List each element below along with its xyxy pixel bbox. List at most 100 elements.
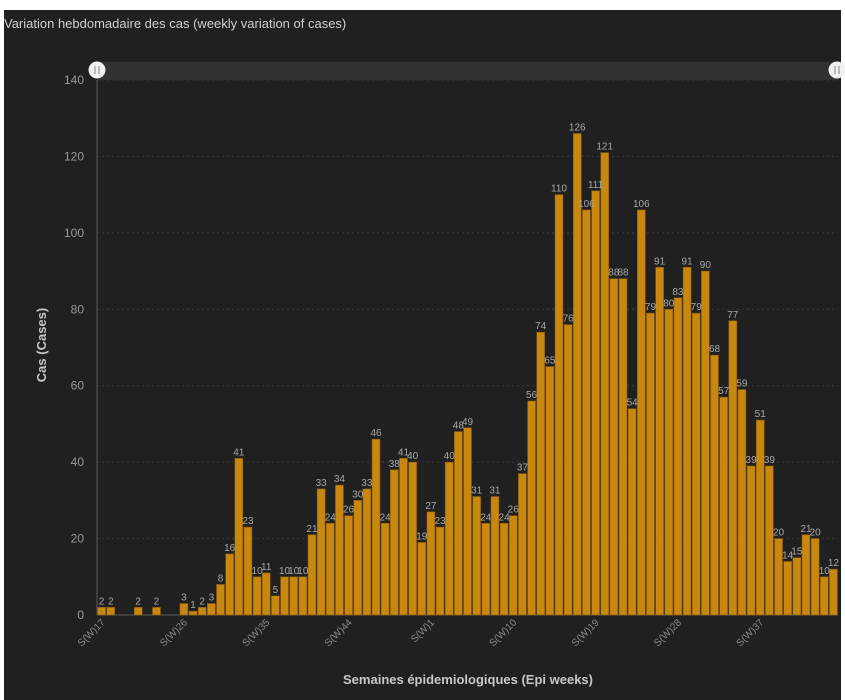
data-label: 10 bbox=[279, 566, 291, 577]
bar bbox=[755, 419, 765, 616]
data-label: 2 bbox=[99, 596, 105, 607]
data-label: 30 bbox=[352, 489, 364, 500]
data-label: 39 bbox=[764, 455, 776, 466]
data-label: 106 bbox=[578, 199, 595, 210]
data-label: 10 bbox=[819, 566, 831, 577]
bar bbox=[234, 458, 244, 616]
bar bbox=[499, 522, 509, 616]
range-slider-track[interactable] bbox=[97, 62, 839, 80]
bar bbox=[783, 561, 792, 616]
data-label: 2 bbox=[108, 596, 114, 607]
bar bbox=[820, 576, 829, 616]
data-label: 54 bbox=[627, 398, 639, 409]
bar bbox=[472, 496, 481, 616]
y-tick-label: 100 bbox=[64, 226, 84, 240]
data-label: 46 bbox=[370, 428, 382, 439]
data-label: 5 bbox=[273, 585, 279, 596]
range-slider-left-handle[interactable] bbox=[88, 61, 106, 79]
bar bbox=[792, 557, 802, 616]
data-label: 38 bbox=[389, 459, 401, 470]
bar bbox=[380, 522, 390, 616]
data-label: 49 bbox=[462, 417, 474, 428]
data-label: 65 bbox=[544, 356, 556, 367]
data-label: 74 bbox=[535, 321, 547, 332]
data-label: 21 bbox=[800, 524, 812, 535]
y-tick-label: 40 bbox=[71, 455, 85, 469]
data-label: 56 bbox=[526, 390, 538, 401]
data-label: 111 bbox=[588, 180, 604, 191]
data-label: 91 bbox=[681, 256, 693, 267]
data-label: 20 bbox=[773, 528, 785, 539]
y-tick-label: 0 bbox=[77, 608, 84, 622]
bar bbox=[719, 396, 728, 616]
data-label: 21 bbox=[306, 524, 318, 535]
bar bbox=[655, 266, 664, 616]
data-label: 121 bbox=[596, 142, 613, 153]
data-label: 10 bbox=[297, 566, 309, 577]
bar bbox=[197, 607, 207, 616]
bar bbox=[133, 607, 143, 616]
data-label: 126 bbox=[569, 123, 586, 134]
bar bbox=[582, 209, 591, 616]
bar bbox=[728, 320, 738, 616]
data-label: 33 bbox=[361, 478, 373, 489]
y-axis-title: Cas (Cases) bbox=[34, 308, 49, 382]
bar bbox=[810, 538, 820, 616]
data-label: 3 bbox=[181, 593, 187, 604]
bar bbox=[426, 511, 436, 616]
data-label: 23 bbox=[434, 516, 446, 527]
data-label: 3 bbox=[209, 593, 215, 604]
x-tick-label: S(W)19 bbox=[570, 617, 602, 649]
data-label: 76 bbox=[563, 314, 575, 325]
bar bbox=[701, 270, 710, 616]
x-tick-label: S(W)35 bbox=[241, 617, 273, 649]
bar bbox=[353, 500, 362, 616]
bar bbox=[481, 522, 491, 616]
bar bbox=[627, 408, 637, 616]
bar bbox=[399, 458, 408, 616]
data-label: 51 bbox=[755, 409, 767, 420]
bar bbox=[417, 542, 427, 616]
data-label: 27 bbox=[425, 501, 437, 512]
data-labels: 2 2 2 2 31 2 381641231011510101021332434263033… bbox=[99, 123, 840, 612]
y-tick-label: 140 bbox=[64, 73, 84, 87]
bar bbox=[609, 278, 619, 616]
data-label: 16 bbox=[224, 543, 236, 554]
data-label: 24 bbox=[380, 512, 392, 523]
data-label: 59 bbox=[736, 379, 748, 390]
x-tick-label: S(W)28 bbox=[652, 617, 684, 649]
bar bbox=[207, 603, 216, 616]
bar bbox=[307, 534, 317, 616]
data-label: 26 bbox=[343, 505, 355, 516]
data-label: 2 bbox=[154, 596, 160, 607]
data-label: 90 bbox=[700, 260, 712, 271]
bar bbox=[746, 465, 756, 616]
data-label: 41 bbox=[233, 447, 245, 458]
bar bbox=[362, 488, 372, 616]
data-label: 37 bbox=[517, 463, 529, 474]
data-label: 19 bbox=[416, 531, 428, 542]
bar bbox=[664, 308, 674, 616]
data-label: 31 bbox=[489, 486, 501, 497]
data-label: 11 bbox=[261, 562, 272, 573]
data-label: 57 bbox=[718, 386, 730, 397]
bar bbox=[518, 473, 527, 616]
bar bbox=[289, 576, 298, 616]
x-tick-label: S(W)1 bbox=[409, 617, 437, 645]
x-axis-title: Semaines épidemiologiques (Epi weeks) bbox=[343, 672, 593, 687]
bar bbox=[691, 312, 701, 616]
bar bbox=[554, 194, 564, 616]
bar bbox=[335, 484, 344, 616]
bar bbox=[545, 366, 555, 616]
bar bbox=[408, 461, 417, 616]
bar bbox=[682, 266, 692, 616]
y-tick-label: 20 bbox=[71, 532, 85, 546]
bar bbox=[463, 427, 472, 616]
data-label: 14 bbox=[782, 551, 794, 562]
bar bbox=[106, 607, 115, 616]
range-slider[interactable] bbox=[88, 61, 845, 81]
bar bbox=[710, 354, 719, 616]
data-label: 10 bbox=[288, 566, 300, 577]
range-slider-right-handle[interactable] bbox=[828, 61, 845, 79]
